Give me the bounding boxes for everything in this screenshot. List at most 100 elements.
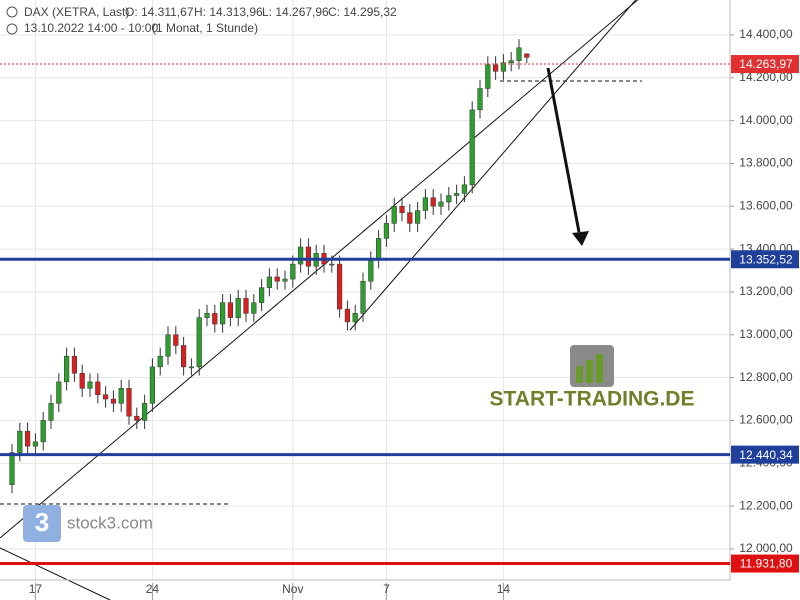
level-label-box xyxy=(731,250,799,269)
candle-body xyxy=(298,246,304,265)
candle-body xyxy=(9,452,15,485)
y-tick-label: 14.400,00 xyxy=(739,27,793,41)
y-tick-label: 12.000,00 xyxy=(739,541,793,555)
candle-body xyxy=(469,109,475,186)
logo-bar xyxy=(576,366,583,383)
candle-body xyxy=(212,313,218,325)
candle-body xyxy=(243,298,249,314)
watermark-text: stock3.com xyxy=(67,513,153,532)
candle-body xyxy=(422,197,429,211)
annotations xyxy=(0,0,642,600)
y-tick-label: 13.800,00 xyxy=(739,156,793,170)
candle-body xyxy=(220,302,226,325)
axis-panel xyxy=(730,0,800,600)
candle-body xyxy=(454,193,460,196)
candle-body xyxy=(305,246,312,267)
header-icon xyxy=(6,23,18,35)
stock3-logo xyxy=(23,505,61,542)
x-tick-label: 7 xyxy=(383,582,390,596)
level-label-box xyxy=(731,445,799,464)
candle-body xyxy=(329,263,335,266)
candle-body xyxy=(274,276,280,282)
candle-body xyxy=(383,223,390,239)
candle-body xyxy=(282,278,288,282)
candle-body xyxy=(227,302,234,318)
candle-body xyxy=(360,280,366,314)
header-icon xyxy=(6,6,18,18)
trend-line xyxy=(349,0,637,331)
x-tick-label: 17 xyxy=(29,582,43,596)
candle-body xyxy=(95,381,101,395)
arrow-shaft xyxy=(546,67,581,233)
candle-body xyxy=(181,345,187,368)
candle-body xyxy=(48,403,54,421)
candle-body xyxy=(71,355,78,374)
header-ohlc: L: 14.267,96 xyxy=(262,5,329,19)
candle-body xyxy=(235,298,241,318)
candle-body xyxy=(477,88,483,111)
trend-line xyxy=(0,547,111,600)
grid xyxy=(0,0,730,580)
candle-body xyxy=(430,197,436,207)
level-label: 14.263,97 xyxy=(739,57,793,71)
candle-body xyxy=(368,259,374,282)
candle-body xyxy=(344,308,351,323)
candle-body xyxy=(391,206,397,224)
y-tick-label: 13.200,00 xyxy=(739,284,793,298)
candle-body xyxy=(485,64,491,89)
y-tick-label: 13.600,00 xyxy=(739,198,793,212)
candle-body xyxy=(493,64,499,72)
candle-body xyxy=(149,366,156,404)
candle-body xyxy=(438,201,444,207)
trend-line xyxy=(0,0,639,539)
candle-body xyxy=(461,184,468,194)
candle-body xyxy=(399,206,405,213)
y-tick-label: 14.000,00 xyxy=(739,113,793,127)
candle-body xyxy=(524,53,530,58)
candle-body xyxy=(415,210,421,224)
candle-body xyxy=(407,212,413,224)
y-tick-label: 14.200,00 xyxy=(739,70,793,84)
candle-body xyxy=(142,403,148,421)
y-tick-label: 12.800,00 xyxy=(739,370,793,384)
candle-body xyxy=(126,388,132,417)
candle-body xyxy=(64,355,70,383)
level-label: 12.440,34 xyxy=(739,448,793,462)
candle-body xyxy=(508,60,514,64)
y-tick-label: 12.200,00 xyxy=(739,498,793,512)
logo-bar xyxy=(596,354,603,383)
candle-body xyxy=(87,381,93,389)
y-tick-label: 13.000,00 xyxy=(739,327,793,341)
x-tick-label: 14 xyxy=(497,582,511,596)
candle-body xyxy=(500,62,507,72)
arrow-head xyxy=(572,231,589,246)
candle-body xyxy=(165,334,171,357)
candle-body xyxy=(516,47,522,61)
candle-body xyxy=(32,441,39,447)
watermark: START-TRADING.DE 3 stock3.com xyxy=(23,345,694,542)
candle-body xyxy=(251,302,257,314)
watermark-text: START-TRADING.DE xyxy=(490,388,695,411)
candle-body xyxy=(188,366,195,369)
header-name: DAX (XETRA, Last) xyxy=(24,5,129,19)
stock3-logo-glyph: 3 xyxy=(35,507,49,537)
candle-body xyxy=(25,430,31,447)
level-label: 11.931,80 xyxy=(740,557,793,571)
candle-body xyxy=(337,263,343,310)
candle-body xyxy=(204,313,210,318)
x-tick-label: Nov xyxy=(282,582,303,596)
candle-body xyxy=(376,238,382,261)
header-ohlc: O: 14.311,67 xyxy=(125,5,194,19)
header-date: 13.10.2022 14:00 - 10:00 xyxy=(24,21,158,35)
candle-body xyxy=(40,420,46,443)
candle-body xyxy=(134,415,140,421)
level-label-box xyxy=(731,554,799,573)
candle-body xyxy=(56,381,62,404)
y-tick-label: 12.600,00 xyxy=(739,413,793,427)
candle-body xyxy=(196,317,202,368)
level-label: 13.352,52 xyxy=(739,252,793,266)
candle-body xyxy=(446,195,452,203)
header-interval: (1 Monat, 1 Stunde) xyxy=(152,21,258,35)
